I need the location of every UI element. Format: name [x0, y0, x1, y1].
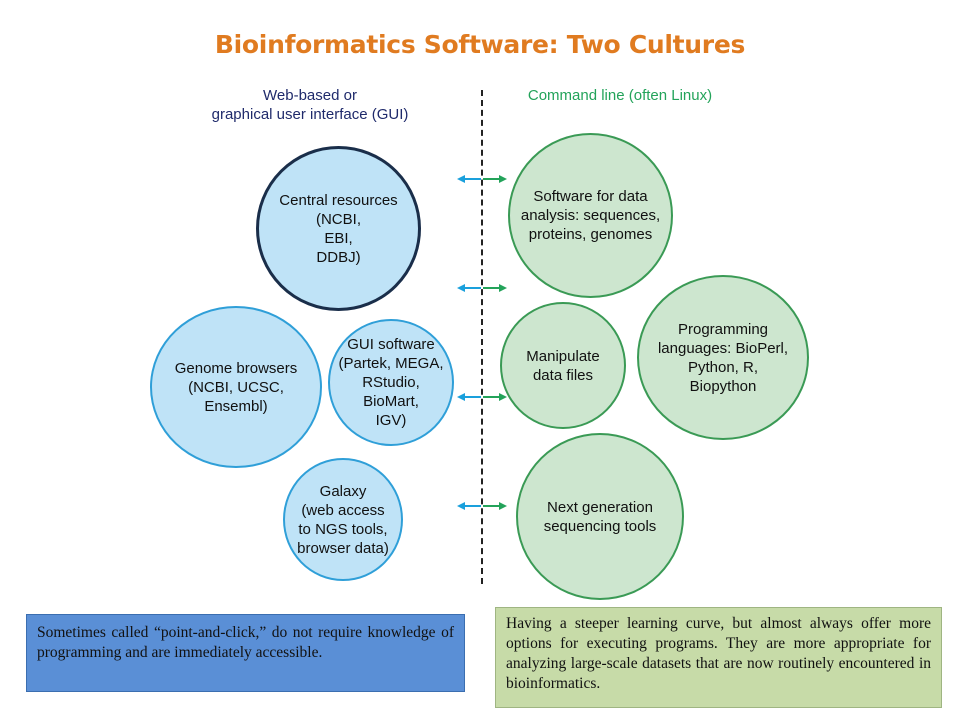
data-analysis-software-label: Software for data analysis: sequences, p…: [520, 188, 661, 243]
column-divider: [481, 90, 483, 584]
gui-column-header-text: Web-based or graphical user interface (G…: [211, 87, 409, 123]
command-line-column-header-text: Command line (often Linux): [527, 87, 713, 104]
gui-description-text: Sometimes called “point-and-click,” do n…: [37, 624, 454, 661]
central-resources-node: Central resources (NCBI, EBI, DDBJ): [256, 146, 421, 311]
genome-browsers-label: Genome browsers (NCBI, UCSC, Ensembl): [174, 359, 298, 415]
gui-description-box: Sometimes called “point-and-click,” do n…: [26, 614, 465, 692]
programming-languages-node: Programming languages: BioPerl, Python, …: [637, 275, 809, 440]
page-title: Bioinformatics Software: Two Cultures: [214, 30, 746, 59]
ngs-tools-label: Next generation sequencing tools: [543, 498, 657, 535]
gui-software-node: GUI software (Partek, MEGA, RStudio, Bio…: [328, 319, 454, 446]
command-line-description-text: Having a steeper learning curve, but alm…: [506, 615, 931, 692]
galaxy-label: Galaxy (web access to NGS tools, browser…: [297, 482, 389, 557]
manipulate-data-files-label: Manipulate data files: [526, 347, 600, 384]
gui-software-label: GUI software (Partek, MEGA, RStudio, Bio…: [338, 336, 444, 429]
command-line-description-box: Having a steeper learning curve, but alm…: [495, 607, 942, 708]
ngs-tools-node: Next generation sequencing tools: [516, 433, 684, 600]
command-line-column-header: Command line (often Linux): [500, 86, 740, 105]
galaxy-node: Galaxy (web access to NGS tools, browser…: [283, 458, 403, 581]
gui-column-header: Web-based or graphical user interface (G…: [180, 86, 440, 124]
manipulate-data-files-node: Manipulate data files: [500, 302, 626, 429]
programming-languages-label: Programming languages: BioPerl, Python, …: [657, 320, 789, 395]
data-analysis-software-node: Software for data analysis: sequences, p…: [508, 133, 673, 298]
genome-browsers-node: Genome browsers (NCBI, UCSC, Ensembl): [150, 306, 322, 468]
central-resources-label: Central resources (NCBI, EBI, DDBJ): [279, 191, 398, 266]
